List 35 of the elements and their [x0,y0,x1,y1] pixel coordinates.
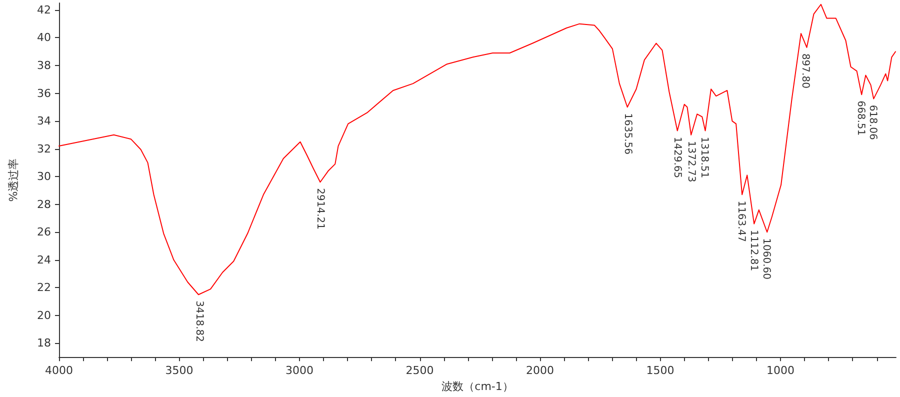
annotation: 1635.56 [622,113,634,155]
x-tick-label: 1000 [766,364,795,378]
annotation: 618.06 [866,104,878,140]
annotation: 1060.60 [760,238,772,280]
y-tick-label: 18 [37,336,51,350]
x-tick-label: 1500 [646,364,674,378]
x-axis-title: 波数（cm-1） [442,380,514,393]
x-tick-label: 4000 [45,364,73,378]
y-tick-label: 42 [37,3,51,16]
annotation: 1318.51 [698,136,710,178]
annotation: 1163.47 [736,200,747,242]
y-tick-label: 40 [37,31,51,44]
y-tick-label: 32 [37,142,51,156]
y-tick-label: 28 [37,198,51,211]
annotation: 897.80 [800,53,811,88]
y-tick-label: 30 [37,170,51,184]
annotation: 3418.82 [193,300,204,342]
y-tick-label: 34 [37,114,51,128]
x-tick-label: 2000 [526,364,554,378]
x-tick-label: 2500 [406,364,434,378]
line-series [58,4,896,296]
annotation: 2914.21 [314,188,326,230]
y-tick-label: 24 [37,253,51,266]
x-tick-label: 3500 [165,364,194,378]
y-tick-label: 22 [37,281,51,294]
y-tick-label: 20 [37,308,51,322]
annotation: 668.51 [854,100,866,136]
y-tick-label: 38 [37,58,51,72]
x-tick-label: 3000 [286,364,314,378]
annotation: 1112.81 [748,230,759,272]
y-axis-title: %透过率 [7,158,20,202]
annotation: 1429.65 [672,136,683,178]
y-tick-label: 26 [37,226,51,239]
y-tick-label: 36 [37,86,51,100]
annotation: 1372.73 [685,140,696,182]
